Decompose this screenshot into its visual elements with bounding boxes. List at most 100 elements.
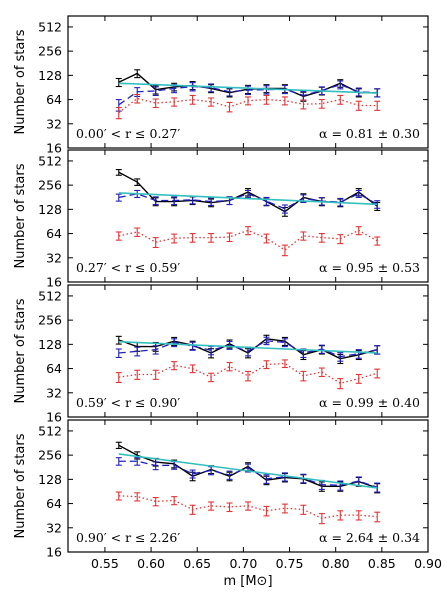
radius-range-label: 0.27′ < r ≤ 0.59′ [76, 260, 180, 275]
data-point-dashed [281, 472, 288, 482]
data-point-solid [115, 441, 122, 450]
data-point-dashed [374, 200, 381, 209]
y-tick-label: 256 [38, 44, 62, 59]
data-point-dotted [189, 233, 196, 243]
y-tick-label: 16 [46, 410, 62, 425]
y-tick-label: 32 [46, 250, 62, 265]
data-point-dashed [208, 197, 215, 207]
y-tick-label: 64 [46, 226, 62, 241]
y-tick-label: 32 [46, 520, 62, 535]
x-tick-label: 0.70 [229, 556, 257, 571]
data-point-dashed [171, 196, 178, 206]
y-tick-label: 256 [38, 178, 62, 193]
data-point-dotted [245, 226, 251, 236]
data-point-dotted [208, 233, 215, 243]
data-point-dotted [337, 510, 344, 521]
data-point-dotted [263, 505, 270, 517]
y-tick-label: 128 [38, 68, 62, 83]
data-point-dotted [134, 93, 141, 104]
y-tick-label: 512 [38, 288, 62, 303]
y-axis-label: Number of stars [13, 163, 28, 268]
data-point-dotted [263, 94, 270, 105]
data-point-dotted [281, 359, 288, 369]
radius-range-label: 0.00′ < r ≤ 0.27′ [76, 126, 180, 141]
data-point-dotted [171, 361, 178, 371]
data-point-dotted [226, 232, 233, 243]
data-point-dotted [171, 97, 178, 107]
fit-line [118, 82, 378, 94]
data-point-dotted [263, 233, 270, 244]
data-point-dotted [134, 492, 141, 502]
panel-frame [67, 149, 429, 283]
data-point-dotted [245, 96, 251, 106]
data-point-solid [134, 69, 141, 79]
panel-frame [67, 15, 429, 149]
y-tick-label: 16 [46, 141, 62, 156]
panel-4: 16 32 64 128 256 512 0.55 0.60 0.65 0.70 0.75 0.80 0… [13, 419, 442, 589]
data-point-dotted [245, 501, 251, 511]
data-point-dotted [226, 502, 233, 513]
y-tick-label: 128 [38, 202, 62, 217]
data-point-dotted [318, 367, 325, 378]
alpha-label: α = 0.81 ± 0.30 [319, 126, 420, 141]
data-point-dotted [374, 511, 381, 523]
data-point-dotted [226, 362, 233, 372]
data-point-dashed [281, 338, 288, 348]
data-point-dotted [245, 370, 251, 382]
alpha-label: α = 0.95 ± 0.53 [319, 260, 420, 275]
data-point-dotted [152, 98, 159, 109]
y-axis-label: Number of stars [13, 298, 28, 403]
data-point-dashed [152, 461, 159, 471]
data-point-dotted [318, 513, 325, 525]
y-tick-label: 64 [46, 361, 62, 376]
data-point-solid [134, 178, 141, 186]
data-point-dashed [115, 348, 122, 358]
data-point-dashed [263, 336, 270, 346]
panel-1: 16 32 64 128 256 512 0.00′ < r ≤ 0.27′ α = 0.81… [13, 15, 429, 156]
x-tick-label: 0.65 [183, 556, 211, 571]
data-point-dotted [281, 96, 288, 106]
y-axis-label: Number of stars [13, 29, 28, 134]
data-point-dashed [152, 86, 159, 97]
data-point-dotted [374, 236, 381, 246]
y-tick-label: 512 [38, 153, 62, 168]
data-point-dashed [355, 349, 362, 359]
data-point-dotted [171, 233, 178, 244]
data-point-dashed [152, 345, 159, 355]
data-point-dotted [134, 369, 141, 380]
radius-range-label: 0.59′ < r ≤ 0.90′ [76, 395, 180, 410]
data-point-dashed [263, 474, 270, 484]
data-point-dashed [208, 345, 215, 356]
data-point-dashed [355, 189, 362, 198]
x-tick-label: 0.60 [137, 556, 165, 571]
data-point-dashed [318, 344, 325, 354]
data-point-solid [115, 168, 122, 176]
data-point-dotted [208, 501, 215, 511]
data-point-dashed [281, 204, 288, 214]
data-point-dotted [337, 234, 344, 245]
y-tick-label: 256 [38, 313, 62, 328]
data-point-dashed [226, 470, 233, 480]
y-tick-label: 128 [38, 337, 62, 352]
data-point-dotted [337, 94, 344, 105]
y-tick-label: 32 [46, 116, 62, 131]
alpha-label: α = 0.99 ± 0.40 [319, 395, 420, 410]
data-point-dotted [374, 100, 381, 111]
y-tick-label: 64 [46, 92, 62, 107]
fit-line [118, 340, 378, 354]
fit-line [118, 192, 378, 206]
data-point-dashed [226, 340, 233, 350]
y-tick-label: 256 [38, 448, 62, 463]
data-point-dotted [226, 101, 233, 113]
panel-frame [67, 284, 429, 418]
data-point-dotted [374, 368, 381, 379]
data-point-dotted [355, 510, 362, 521]
y-tick-label: 64 [46, 496, 62, 511]
data-point-dotted [208, 97, 215, 107]
data-point-dashed [134, 346, 141, 357]
radius-range-label: 0.90′ < r ≤ 2.26′ [76, 530, 180, 545]
data-point-dotted [115, 491, 122, 501]
y-tick-label: 128 [38, 472, 62, 487]
data-point-dotted [300, 370, 307, 382]
